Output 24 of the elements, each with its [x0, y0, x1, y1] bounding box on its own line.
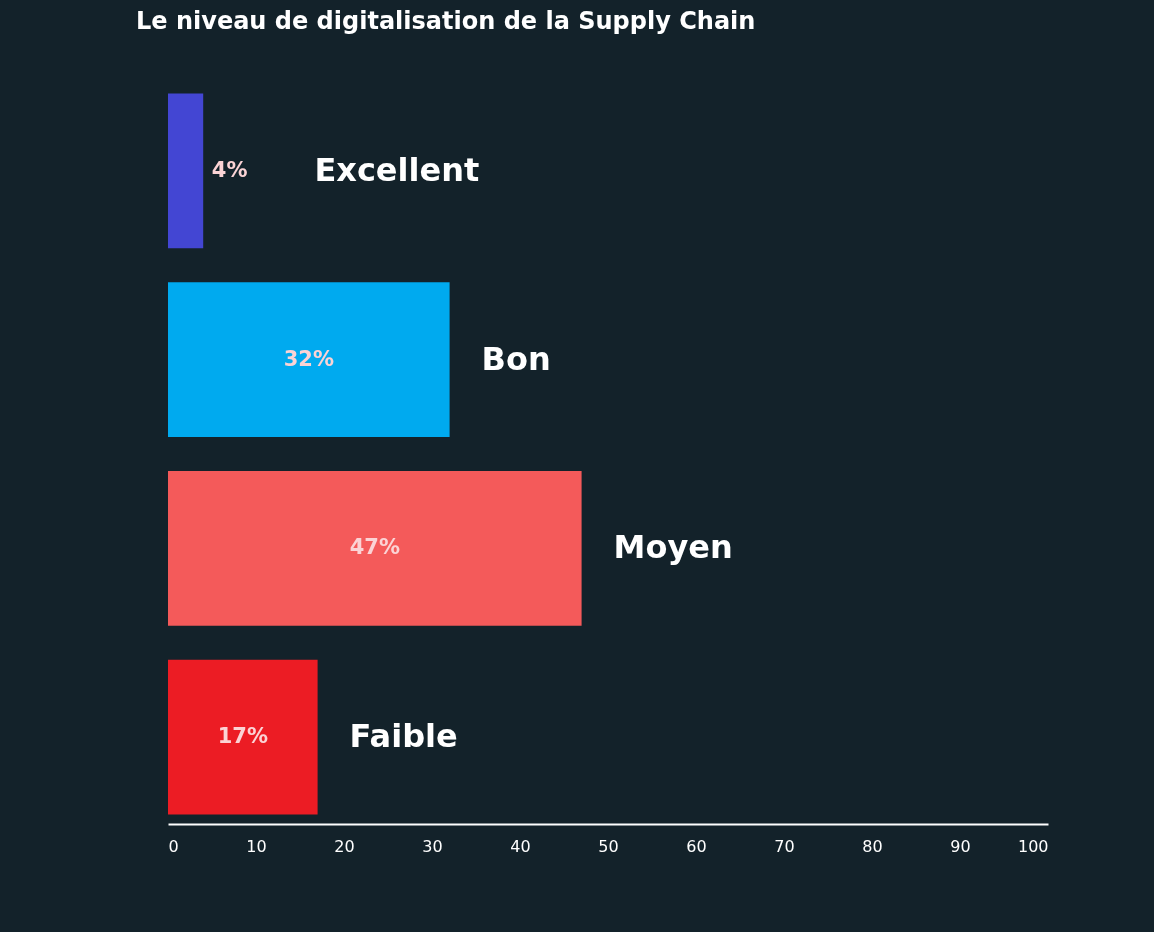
data-label: 4% [211, 157, 248, 182]
x-tick-label: 30 [422, 836, 443, 856]
x-tick-label: 50 [598, 836, 619, 856]
chart-title: Le niveau de digitalisation de la Supply Chain [136, 7, 756, 35]
y-tick-label: Faible [349, 717, 458, 756]
x-tick-label: 10 [246, 836, 267, 856]
bar [168, 282, 450, 438]
x-tick-label: 0 [168, 836, 179, 856]
bar [168, 659, 318, 815]
x-tick-label: 100 [1017, 836, 1049, 856]
y-tick-label: Bon [481, 339, 551, 378]
data-label: 47% [349, 535, 400, 560]
x-tick-label: 40 [510, 836, 531, 856]
y-tick-label: Moyen [613, 528, 733, 567]
data-label: 17% [217, 724, 268, 749]
x-tick-label: 70 [774, 836, 795, 856]
x-tick-label: 20 [334, 836, 355, 856]
x-tick-label: 90 [950, 836, 971, 856]
x-tick-label: 80 [862, 836, 883, 856]
data-label: 32% [283, 346, 334, 371]
bar [168, 93, 204, 249]
bar [168, 470, 582, 626]
x-tick-label: 60 [686, 836, 707, 856]
y-tick-label: Excellent [314, 150, 480, 189]
